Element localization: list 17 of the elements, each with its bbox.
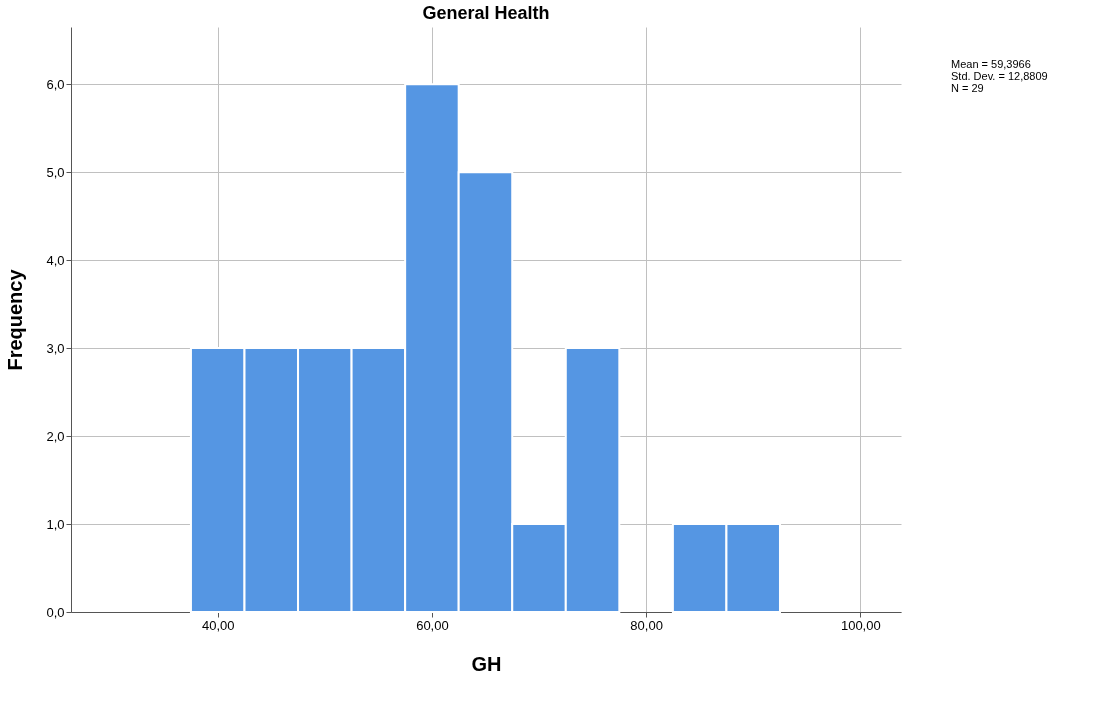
y-tick-label: 3,0 [46, 340, 65, 356]
y-tick-label: 2,0 [46, 428, 65, 444]
y-tick-label: 0,0 [46, 604, 65, 620]
x-tick-label: 40,00 [201, 617, 235, 633]
y-axis-title: Frequency [4, 268, 27, 371]
x-axis-title: GH [471, 652, 502, 675]
x-tick-label: 80,00 [630, 617, 663, 633]
y-tick-label: 4,0 [46, 252, 65, 268]
x-tick-label: 100,00 [840, 617, 881, 633]
chart-title: General Health [422, 3, 550, 23]
text: N = 29 [951, 82, 984, 94]
y-tick-label: 6,0 [46, 76, 65, 92]
text: Std. Dev. = 12,8809 [951, 70, 1048, 82]
text: Mean = 59,3966 [951, 58, 1031, 70]
y-tick-label: 5,0 [46, 164, 65, 180]
y-tick-label: 1,0 [46, 516, 65, 532]
x-tick-label: 60,00 [416, 617, 449, 633]
